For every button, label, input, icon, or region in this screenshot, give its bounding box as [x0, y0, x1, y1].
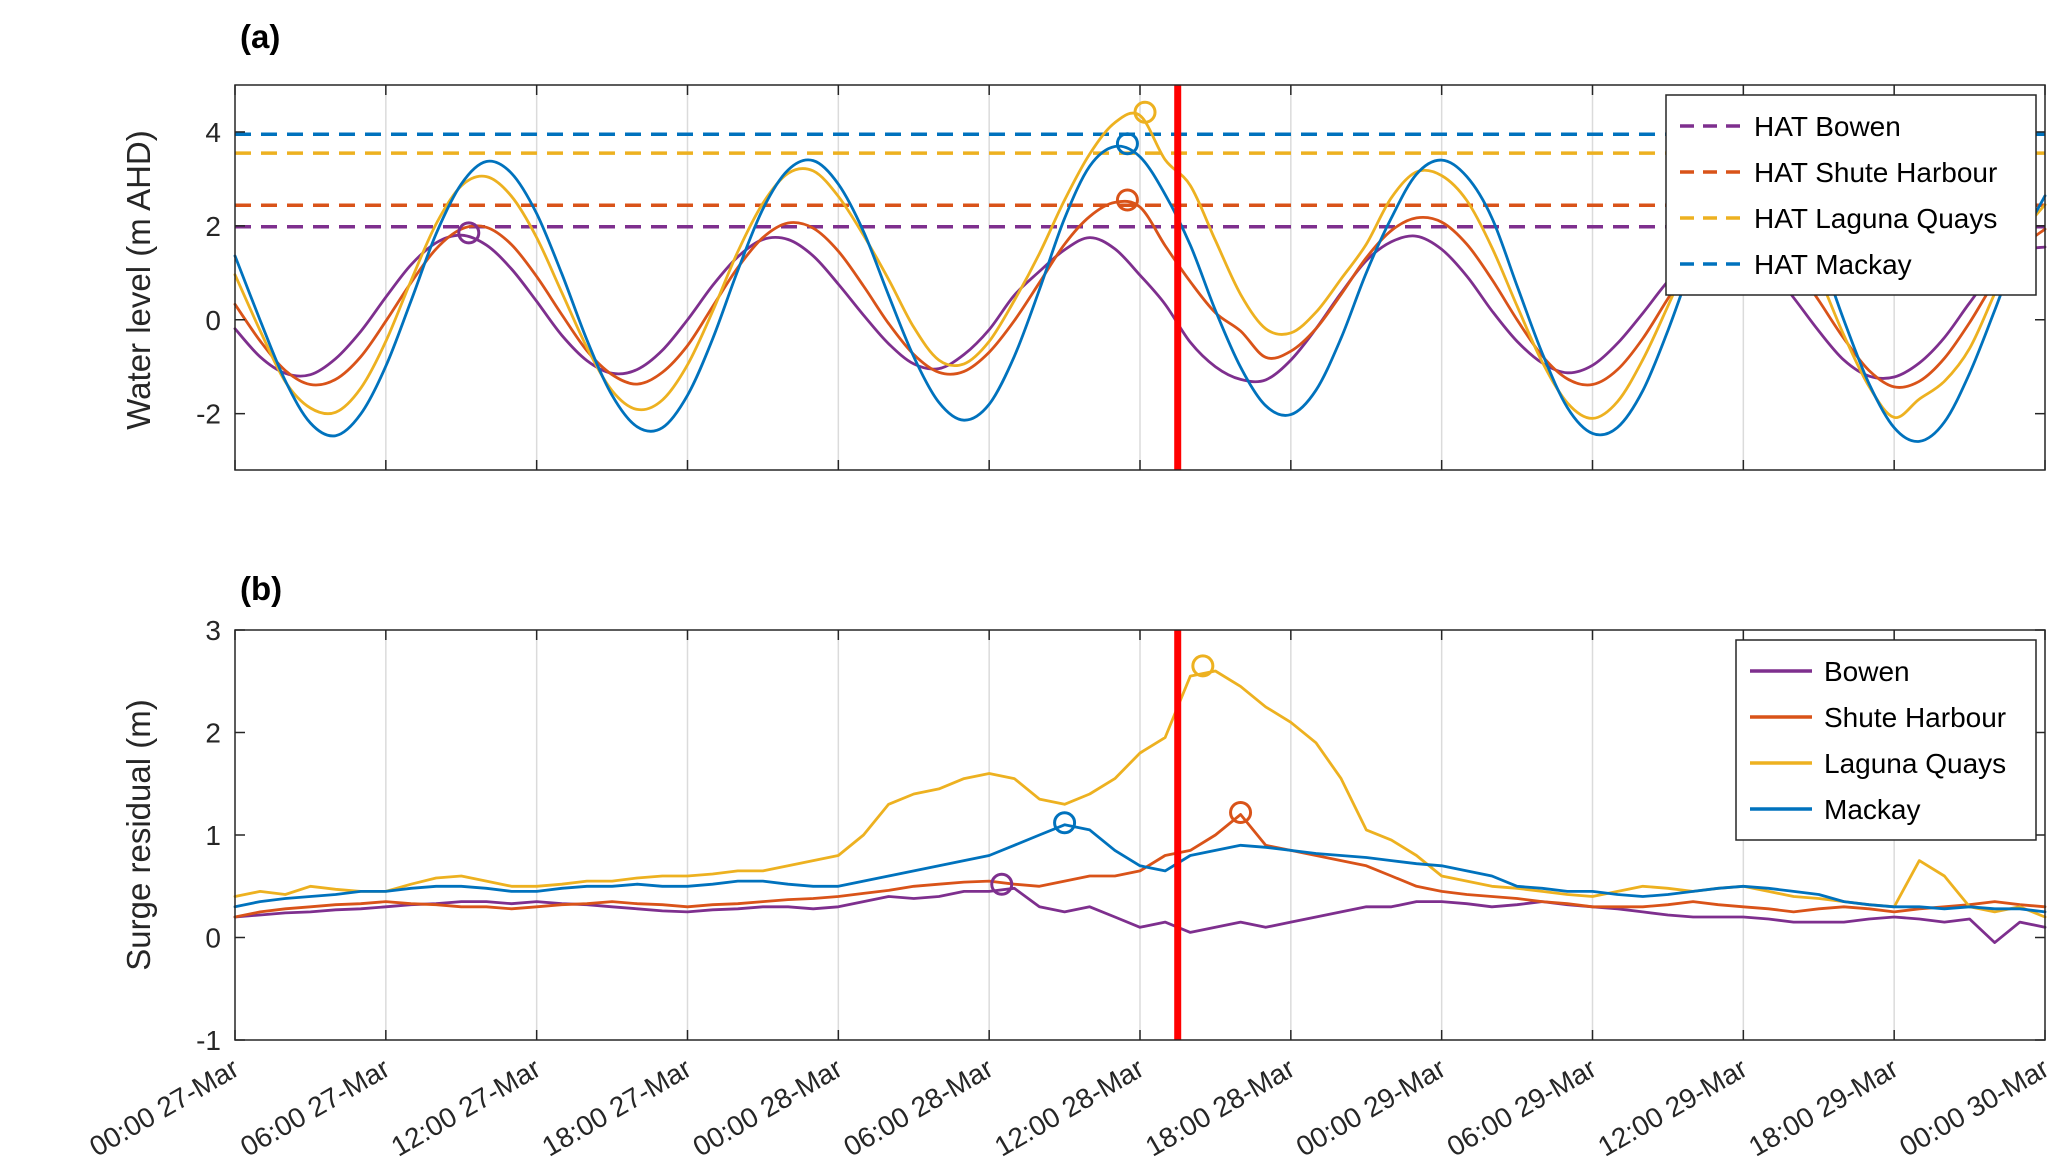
series-shute-harbour: [233, 813, 2047, 919]
series-bowen: [233, 886, 2047, 944]
peak-marker-shute-harbour: [1115, 188, 1139, 212]
x-tick-label: 12:00 28-Mar: [989, 1052, 1149, 1162]
y-tick-label: 4: [205, 117, 221, 148]
legend-item-hat-mackay: HAT Mackay: [1754, 249, 1912, 280]
peak-marker-bowen: [990, 872, 1014, 896]
x-tick-label: 18:00 27-Mar: [537, 1052, 697, 1162]
legend-item-hat-shute-harbour: HAT Shute Harbour: [1754, 157, 1997, 188]
peak-marker-laguna-quays: [1191, 654, 1215, 678]
legend-item-shute-harbour: Shute Harbour: [1824, 702, 2006, 733]
peak-marker-shute-harbour: [1229, 800, 1253, 824]
y-tick-label: 1: [205, 820, 221, 851]
x-tick-label: 06:00 28-Mar: [838, 1052, 998, 1162]
legend-item-mackay: Mackay: [1824, 794, 1920, 825]
y-tick-label: -1: [196, 1025, 221, 1056]
x-tick-label: 12:00 29-Mar: [1593, 1052, 1753, 1162]
peak-marker-bowen: [457, 221, 481, 245]
series-mackay: [233, 823, 2047, 914]
x-tick-label: 00:00 30-Mar: [1894, 1052, 2054, 1162]
panel-b-ylabel: Surge residual (m): [120, 699, 157, 970]
y-tick-label: 2: [205, 718, 221, 749]
y-tick-label: 0: [205, 923, 221, 954]
peak-marker-laguna-quays: [1133, 100, 1157, 124]
x-tick-label: 00:00 29-Mar: [1291, 1052, 1451, 1162]
x-tick-label: 06:00 27-Mar: [235, 1052, 395, 1162]
y-tick-label: 0: [205, 305, 221, 336]
x-tick-label: 00:00 28-Mar: [688, 1052, 848, 1162]
legend: HAT Bowen HAT Shute Harbour HAT Laguna Qua…: [1665, 94, 2037, 296]
legend-item-bowen: Bowen: [1824, 656, 1910, 687]
legend: Bowen Shute Harbour Laguna Quays Mackay: [1735, 639, 2037, 841]
plots-layer: -2 0 2 4 HAT Bowen HAT Shute Harbour HAT Lagun…: [84, 84, 2054, 1162]
x-tick-label: 18:00 28-Mar: [1140, 1052, 1300, 1162]
legend-box: [1665, 94, 2037, 296]
legend-item-laguna-quays: Laguna Quays: [1824, 748, 2006, 779]
peak-marker-mackay: [1115, 132, 1139, 156]
legend-box: [1735, 639, 2037, 841]
legend-item-hat-bowen: HAT Bowen: [1754, 111, 1901, 142]
y-tick-label: 3: [205, 615, 221, 646]
x-tick-label: 06:00 29-Mar: [1442, 1052, 1602, 1162]
peak-marker-mackay: [1053, 811, 1077, 835]
y-tick-label: 2: [205, 211, 221, 242]
panel-a-label: (a): [240, 18, 280, 55]
y-tick-label: -2: [196, 399, 221, 430]
panel-a-ylabel: Water level (m AHD): [120, 130, 157, 429]
x-tick-label: 00:00 27-Mar: [84, 1052, 244, 1162]
legend-item-hat-laguna-quays: HAT Laguna Quays: [1754, 203, 1997, 234]
panel-b-label: (b): [240, 570, 282, 607]
x-tick-label: 12:00 27-Mar: [386, 1052, 546, 1162]
x-tick-label: 18:00 29-Mar: [1743, 1052, 1903, 1162]
panel-a-plot: -2 0 2 4 HAT Bowen HAT Shute Harbour HAT Lagun…: [196, 84, 2047, 471]
